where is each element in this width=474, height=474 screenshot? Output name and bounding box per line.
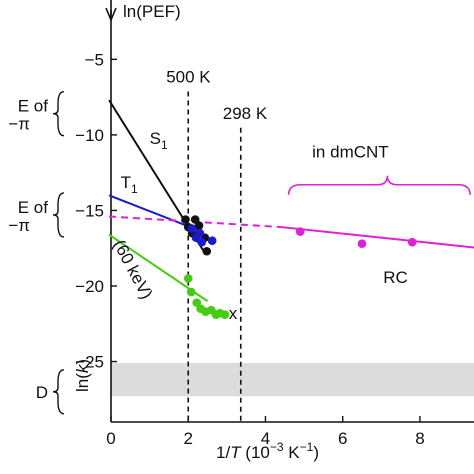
data-point <box>357 239 367 248</box>
data-point <box>407 237 417 247</box>
y-axis-title-left-part: ) <box>73 359 92 365</box>
series-label: RC <box>383 268 408 287</box>
y-axis-title-left-part: ln( <box>73 373 92 392</box>
series-label-name: T <box>121 173 131 192</box>
shaded-band <box>111 363 474 397</box>
axes-layer: −5−10−15−20−250 2 4 6 8ln(PEF)ln(k)1/T (10−3… <box>73 0 474 462</box>
left-label-line1: D <box>36 383 48 402</box>
data-point <box>197 237 207 247</box>
reference-lines-layer: 500 K 298 K <box>166 68 268 422</box>
x-axis-title-prefix: 1/ <box>216 443 230 462</box>
data-point <box>295 227 305 236</box>
points-layer <box>181 215 417 320</box>
x-tick-label: 8 <box>415 429 424 448</box>
series-fit-line <box>280 226 474 249</box>
shaded-band-layer <box>111 363 474 397</box>
left-label-line2: −π <box>8 115 30 134</box>
reference-line-label: 298 K <box>223 104 268 123</box>
y-axis-title-left: ln(k) <box>73 359 92 392</box>
x-axis-title-var: T <box>230 443 242 462</box>
y-tick-label: −15 <box>75 201 104 220</box>
series-end-label: x <box>229 304 238 323</box>
x-axis-title-units: (10 <box>241 443 270 462</box>
x-tick-label: 4 <box>261 429 270 448</box>
x-axis-title-close: ) <box>313 443 319 462</box>
annotation-brace <box>287 175 471 195</box>
y-axis-title: ln(PEF) <box>123 2 181 21</box>
series-label: S1 <box>150 129 168 152</box>
data-point <box>220 310 230 320</box>
reference-line-label: 500 K <box>166 68 211 87</box>
data-point <box>202 246 212 256</box>
x-axis-title-exp2: −1 <box>300 440 314 454</box>
left-label-line1: E of <box>18 97 49 116</box>
data-point <box>195 228 205 238</box>
data-point <box>187 287 196 297</box>
x-tick-label: 0 <box>106 429 115 448</box>
y-tick-label: −5 <box>85 50 104 69</box>
data-point <box>194 221 204 230</box>
y-axis-title-left-var: k <box>73 363 92 373</box>
x-tick-label: 6 <box>338 429 347 448</box>
left-brace <box>52 91 65 137</box>
x-axis-title-units2: K <box>284 443 301 462</box>
y-tick-label: −25 <box>75 353 104 372</box>
data-point <box>183 274 193 283</box>
x-axis-title: 1/T (10−3 K−1) <box>216 440 319 462</box>
data-point <box>187 224 197 233</box>
left-brace <box>52 369 65 415</box>
data-point <box>207 236 217 245</box>
series-label-name: RC <box>383 268 408 287</box>
left-label-line2: −π <box>8 216 30 235</box>
y-tick-label: −20 <box>75 277 104 296</box>
annotation-text: in dmCNT <box>312 143 389 162</box>
y-tick-label: −10 <box>75 126 104 145</box>
left-label-line1: E of <box>18 198 49 217</box>
series-label-sub: 1 <box>161 138 168 152</box>
x-tick-label: 2 <box>183 429 192 448</box>
left-brace <box>52 192 65 238</box>
data-point <box>181 215 190 224</box>
series-label-sub: 1 <box>131 182 138 196</box>
series-label: T1 <box>121 173 138 196</box>
series-label-name: S <box>150 129 161 148</box>
x-axis-title-exp: −3 <box>270 440 284 454</box>
